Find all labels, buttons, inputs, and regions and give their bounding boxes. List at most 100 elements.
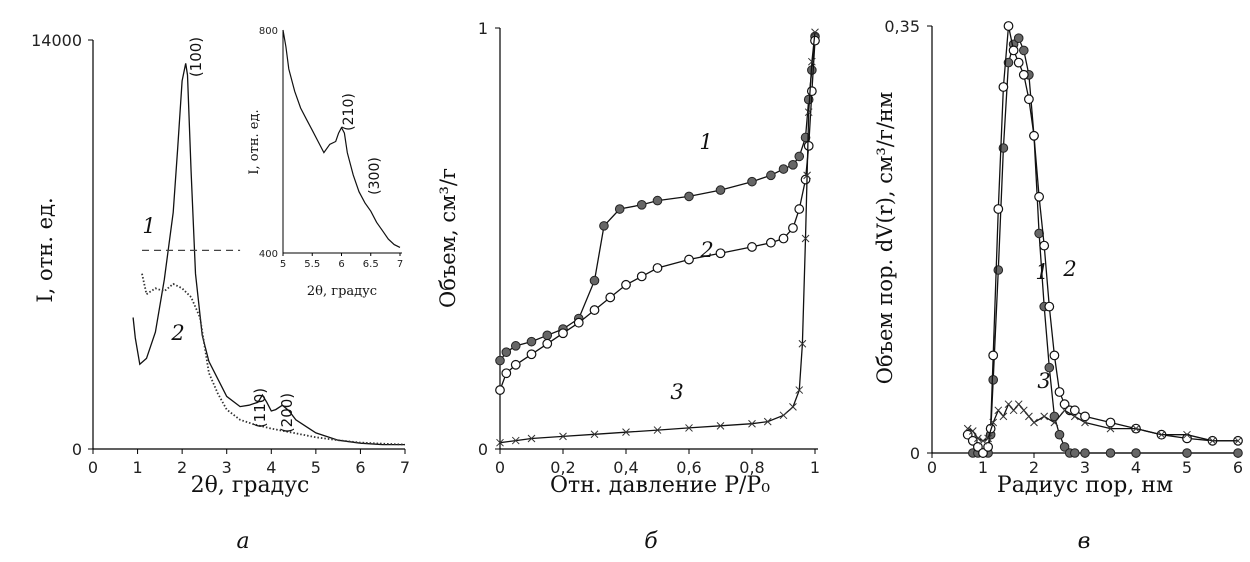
panel-b-series-2-point [573, 317, 584, 328]
panel-c-series-3-point [974, 434, 982, 443]
inset-y-tick-label: 400 [259, 249, 278, 260]
panel-b-curve-label-2: 2 [699, 238, 713, 262]
panel-c-series-2-point [988, 350, 999, 361]
panel-c-series-3-point [1157, 430, 1166, 439]
panel-b-series-3-point [590, 430, 599, 439]
inset-x-tick-label: 6 [338, 259, 344, 270]
panel-c-series-2-point [998, 82, 1009, 92]
panel-c-series-1-point [1044, 362, 1055, 373]
panel-c-x-tick-label: 0 [927, 458, 937, 477]
panel-b-series-1-point [510, 341, 521, 351]
panel-b-series-1-point [652, 195, 663, 206]
panel-c-series-2-point [1023, 94, 1034, 105]
panel-c-label: в [1078, 529, 1091, 554]
panel-b-series-2-point [636, 271, 647, 282]
panel-c-series-3-point [1025, 412, 1033, 421]
panel-c-series-1-point [1013, 33, 1024, 44]
panel-b-series-2-point [803, 140, 814, 151]
panel-b-series-2-point [806, 86, 817, 97]
panel-b-series-1-point [684, 191, 694, 202]
panel-c-series-3-point [1009, 406, 1018, 415]
panel-b-curve-label-1: 1 [699, 130, 712, 154]
panel-c-series-2-point [1105, 417, 1116, 428]
panel-a-x-tick-label: 1 [132, 458, 142, 477]
panel-a-x-tick-label: 3 [222, 458, 232, 477]
panel-b-series-1-point [715, 185, 726, 195]
panel-c-series-3-point [1081, 418, 1089, 427]
panel-b-series-3-point [807, 57, 816, 66]
panel-b-series-3-point [763, 417, 772, 426]
panel-b-series-1-point [766, 170, 776, 181]
panel-c-series-1-point [1105, 448, 1116, 458]
panel-b-series-2-point [501, 368, 512, 379]
panel-b-series-1-point [526, 336, 537, 347]
panel-b-curve-label-3: 3 [670, 380, 683, 404]
panel-c-series-3-point [1234, 436, 1242, 445]
inset-series-line [282, 29, 401, 248]
inset-peak-210: (210) [341, 93, 357, 131]
panel-c-series-3-point [1070, 412, 1079, 421]
panel-c-series-1-line [972, 36, 1238, 454]
panel-b-series-2-point [526, 349, 537, 360]
panel-c-series-2-point [1034, 191, 1044, 202]
panel-b-series-1-point [501, 347, 512, 357]
panel-b-series-3-point [795, 386, 804, 394]
panel-b-series-3-point [496, 438, 504, 447]
inset-xlabel: 2θ, градус [307, 284, 377, 299]
panel-c-y-tick-label: 0,35 [884, 17, 920, 36]
panel-b-label: б [644, 529, 658, 554]
panel-a: 2θ, градус I, отн. ед. а 2θ, градус I, о… [33, 30, 405, 554]
inset-x-tick-label: 6.5 [363, 259, 379, 270]
panel-c-series-3-point [1132, 424, 1140, 433]
panel-a-curve-label-1: 1 [142, 214, 155, 238]
panel-c-x-tick-label: 2 [1029, 458, 1039, 477]
panel-c-series-3-point [963, 424, 972, 433]
panel-c-series-3-point [1030, 418, 1038, 427]
panel-b-series-2-point [778, 233, 789, 244]
panel-a-peak-100: (100) [187, 37, 205, 77]
panel-b-series-2-point [800, 174, 811, 185]
inset-peak-300: (300) [367, 157, 383, 195]
panel-b-series-2-point [558, 328, 568, 339]
panel-a-series-2-line [141, 273, 406, 446]
panel-b-x-tick-label: 0,6 [676, 458, 701, 477]
panel-b-series-3-point [803, 171, 811, 180]
panel-c-series-3-point [999, 412, 1008, 421]
panel-c-series-3-point [989, 418, 998, 427]
panel-b-series-1-point [542, 330, 553, 341]
panel-c-series-3-line [967, 402, 1238, 442]
panel-b-series-3-point [811, 28, 819, 37]
panel-c-series-2-point [1013, 57, 1024, 68]
panel-a-curve-label-2: 2 [170, 321, 184, 345]
panel-b-series-1-point [788, 160, 798, 170]
panel-b-series-2-point [621, 279, 631, 290]
panel-b-x-tick-label: 0,2 [550, 458, 575, 477]
panel-b-series-1-point [747, 176, 757, 187]
panel-c-series-1-point [988, 375, 999, 385]
panel-c-series-2-point [1069, 405, 1080, 416]
inset-x-tick-label: 5 [280, 259, 286, 270]
panel-c-series-2-point [1059, 399, 1070, 410]
panel-a-peak-200: (200) [278, 393, 296, 433]
panel-c-series-2-point [1003, 21, 1014, 31]
panel-c-x-tick-label: 4 [1131, 458, 1141, 477]
panel-b-series-3-point [653, 426, 662, 434]
panel-c-series-2-point [993, 204, 1004, 214]
panel-c-series-2-point [962, 429, 973, 440]
panel-c-series-3-point [1050, 418, 1059, 427]
panel-b-y-tick-label: 0 [478, 440, 488, 459]
panel-a-y-tick-label: 14000 [31, 31, 82, 50]
panel-c-series-2-point [973, 442, 983, 452]
panel-c-series-1-point [1003, 57, 1014, 68]
panel-c-series-2-point [1080, 411, 1090, 422]
panel-c-x-tick-label: 5 [1182, 458, 1192, 477]
panel-b-ylabel: Объем, см³/г [436, 168, 460, 308]
panel-b-series-2-point [715, 248, 726, 259]
panel-c-ylabel: Объем пор. dV(r), см³/г/нм [873, 92, 897, 384]
panel-c-series-3-point [1208, 436, 1217, 445]
panel-c-series-3-point [979, 436, 987, 445]
panel-b-series-1-point [589, 275, 600, 286]
panel-b-series-3-point [511, 436, 520, 445]
